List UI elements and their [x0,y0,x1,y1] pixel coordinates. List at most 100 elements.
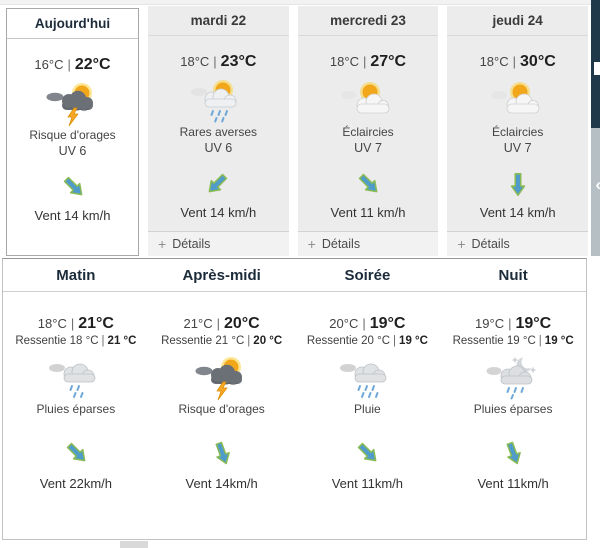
wind-direction-arrow-icon [505,170,531,196]
period-col-nuit: 19°C | 19°C Ressentie 19 °C | 19 °C Pluies é… [440,292,586,491]
side-panel-scroll[interactable]: ‹ [591,128,600,256]
period-col-soiree: 20°C | 19°C Ressentie 20 °C | 19 °C Pluie Ve… [295,292,441,491]
rain-icon [338,355,396,401]
feels-like-line: Ressentie 19 °C | 19 °C [452,335,574,347]
feels-like-line: Ressentie 20 °C | 19 °C [306,335,428,347]
wind-speed: Vent 11km/h [331,476,404,491]
day-card-title: jeudi 24 [447,6,589,36]
bottom-edge-stub [120,541,148,548]
temp-high: 22°C [74,56,111,73]
period-header-row: Matin Après-midi Soirée Nuit [3,259,586,292]
temp-high: 30°C [520,53,556,70]
period-header-soiree: Soirée [344,267,391,284]
temp-separator: | [67,57,71,72]
day-card-title: mercredi 23 [297,6,439,36]
temp-separator: | [508,316,512,331]
feels-like-line: Ressentie 18 °C | 21 °C [15,335,137,347]
wind-speed: Vent 11 km/h [330,205,406,220]
temp-separator: | [362,54,367,69]
wind-direction-arrow-icon [63,439,89,465]
temp-low: 18°C [37,316,67,331]
chevron-left-icon[interactable]: ‹ [595,176,600,193]
temperature-line: 16°C | 22°C [7,56,138,74]
temp-low: 18°C [329,54,359,69]
sun-rain-icon [189,78,247,124]
wind-direction-arrow-icon [209,439,235,465]
wind-speed: Vent 14km/h [185,476,258,491]
temp-high: 27°C [370,53,407,70]
condition-label: Éclaircies [342,125,394,139]
period-header-matin: Matin [56,267,96,284]
daily-forecast-row: Aujourd'hui 16°C | 22°C Risque d'orages UV… [6,6,589,256]
plus-icon: + [457,236,466,252]
wind-direction-arrow-icon [355,170,381,196]
wind-direction-arrow-icon [500,439,526,465]
uv-index: UV 7 [503,141,532,155]
day-card-mercredi[interactable]: mercredi 23 18°C | 27°C Éclaircies UV 7 Ve… [297,6,439,256]
thunderstorm-icon [193,355,251,401]
condition-label: Pluies éparses [36,402,116,416]
temp-separator: | [512,54,517,69]
plus-icon: + [158,236,167,252]
temp-separator: | [216,316,220,331]
partly-cloudy-icon [339,78,397,124]
wind-direction-arrow-icon [354,439,380,465]
condition-label: Éclaircies [492,125,544,139]
temp-low: 21°C [183,316,213,331]
temp-low: 19°C [475,316,505,331]
scattered-rain-icon [47,355,105,401]
details-button[interactable]: + Détails [297,231,439,256]
temperature-line: 18°C | 21°C [3,315,149,333]
period-body-row: 18°C | 21°C Ressentie 18 °C | 21 °C Pluies é… [3,292,586,491]
uv-index: UV 7 [354,141,382,155]
day-card-today[interactable]: Aujourd'hui 16°C | 22°C Risque d'orages UV… [6,8,139,256]
details-button[interactable]: + Détails [148,231,289,256]
night-rain-icon [484,355,542,401]
temp-high: 23°C [220,53,257,70]
top-divider [0,0,600,5]
temp-low: 18°C [479,54,509,69]
period-header-nuit: Nuit [498,267,528,284]
wind-speed: Vent 14 km/h [479,205,556,220]
temp-high: 19°C [369,315,406,332]
temp-high: 20°C [223,315,260,332]
partly-cloudy-icon [489,78,547,124]
uv-index: UV 6 [204,141,233,155]
temp-low: 16°C [34,57,64,72]
thunderstorm-icon [44,81,102,127]
temperature-line: 21°C | 20°C [149,315,295,333]
period-col-apres-midi: 21°C | 20°C Ressentie 21 °C | 20 °C Risque d… [149,292,295,491]
temperature-line: 19°C | 19°C [440,315,586,333]
side-panel-notch [594,62,600,75]
period-col-matin: 18°C | 21°C Ressentie 18 °C | 21 °C Pluies é… [3,292,149,491]
day-card-title: Aujourd'hui [7,9,138,39]
wind-direction-arrow-icon [60,173,86,199]
condition-label: Risque d'orages [29,128,116,142]
side-panel-dark [591,0,600,128]
temp-separator: | [362,316,366,331]
temperature-line: 18°C | 23°C [148,53,289,71]
wind-speed: Vent 11km/h [477,476,549,491]
details-label: Détails [321,237,361,251]
period-header-apres-midi: Après-midi [182,267,261,284]
temp-separator: | [213,54,217,69]
condition-label: Risque d'orages [178,402,265,416]
day-card-jeudi[interactable]: jeudi 24 18°C | 30°C Éclaircies UV 7 Vent … [447,6,589,256]
condition-label: Rares averses [179,125,258,139]
uv-index: UV 6 [58,144,87,158]
wind-direction-arrow-icon [205,170,231,196]
temp-high: 21°C [78,315,114,332]
feels-like-line: Ressentie 21 °C | 20 °C [161,335,283,347]
details-label: Détails [172,237,211,251]
condition-label: Pluies éparses [473,402,553,416]
day-card-mardi[interactable]: mardi 22 18°C | 23°C Rares averses UV 6 Ve… [148,6,289,256]
details-button[interactable]: + Détails [447,231,589,256]
temp-separator: | [70,316,75,331]
temp-high: 19°C [515,315,552,332]
temperature-line: 18°C | 27°C [298,53,439,71]
wind-speed: Vent 22km/h [39,476,113,491]
temp-low: 20°C [329,316,359,331]
condition-label: Pluie [354,402,381,416]
wind-speed: Vent 14 km/h [34,208,111,223]
